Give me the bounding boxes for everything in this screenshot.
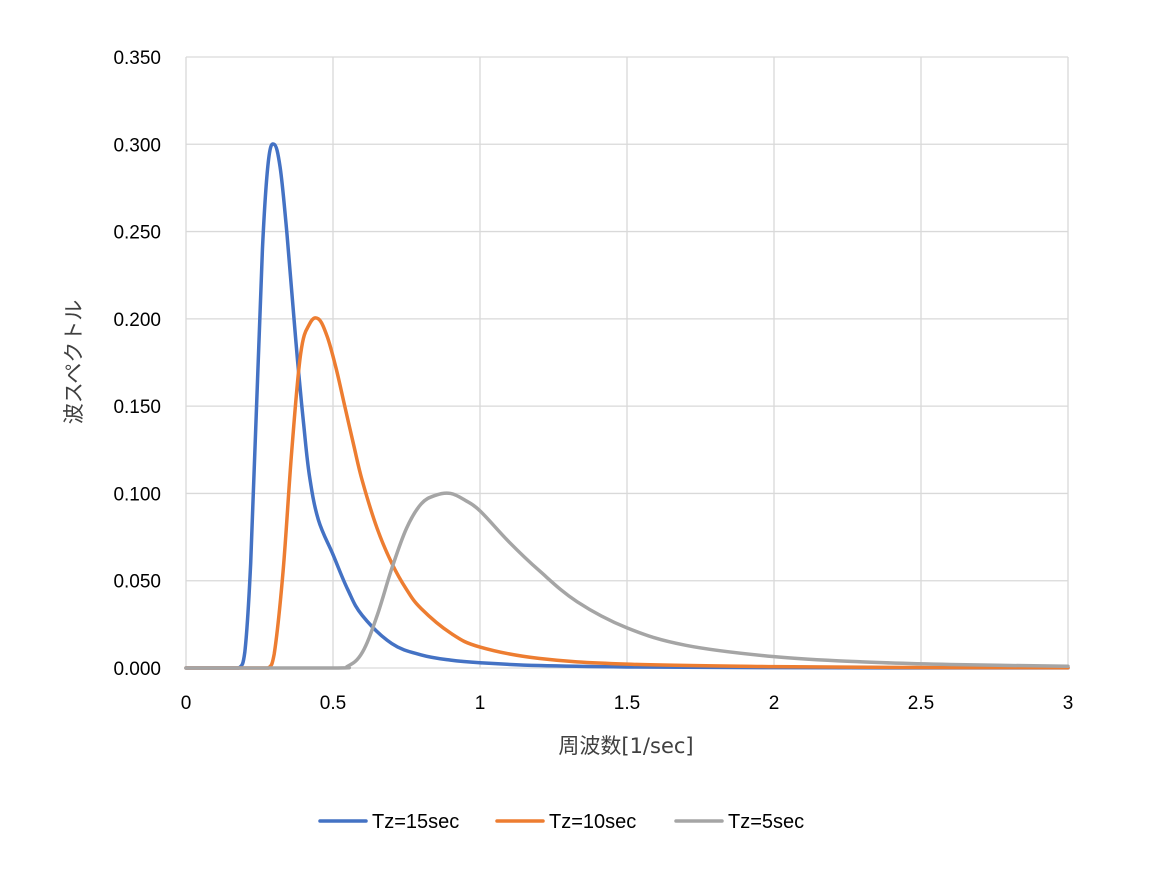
y-tick-label: 0.200 bbox=[113, 310, 161, 331]
legend: Tz=15sec Tz=10sec Tz=5sec bbox=[318, 811, 804, 833]
series-line-2 bbox=[184, 316, 1070, 670]
y-tick-label: 0.300 bbox=[113, 135, 161, 156]
grid-lines bbox=[185, 56, 1069, 669]
x-axis-title: 周波数[1/sec] bbox=[558, 734, 693, 758]
x-axis-ticks: 0 0.5 1 1.5 2 2.5 3 bbox=[181, 693, 1074, 714]
x-tick-label: 2 bbox=[769, 693, 780, 714]
series-line-3 bbox=[184, 491, 1070, 670]
y-tick-label: 0.150 bbox=[113, 397, 161, 418]
legend-item: Tz=10sec bbox=[495, 811, 636, 833]
y-tick-label: 0.250 bbox=[113, 223, 161, 244]
y-tick-label: 0.050 bbox=[113, 572, 161, 593]
legend-label: Tz=10sec bbox=[549, 811, 636, 833]
y-tick-label: 0.350 bbox=[113, 48, 161, 69]
series-line-1 bbox=[184, 142, 1070, 670]
x-tick-label: 2.5 bbox=[908, 693, 934, 714]
x-tick-label: 1.5 bbox=[614, 693, 640, 714]
x-tick-label: 0 bbox=[181, 693, 192, 714]
y-axis-ticks: 0.000 0.050 0.100 0.150 0.200 0.250 0.300 0.350 bbox=[113, 48, 161, 680]
y-tick-label: 0.000 bbox=[113, 659, 161, 680]
x-tick-label: 3 bbox=[1063, 693, 1074, 714]
legend-item: Tz=5sec bbox=[674, 811, 804, 833]
y-axis-title: 波スペクトル bbox=[62, 300, 86, 425]
legend-label: Tz=5sec bbox=[728, 811, 804, 833]
x-tick-label: 1 bbox=[475, 693, 486, 714]
legend-item: Tz=15sec bbox=[318, 811, 459, 833]
legend-label: Tz=15sec bbox=[372, 811, 459, 833]
y-tick-label: 0.100 bbox=[113, 484, 161, 505]
x-tick-label: 0.5 bbox=[320, 693, 346, 714]
series-lines bbox=[184, 142, 1070, 670]
